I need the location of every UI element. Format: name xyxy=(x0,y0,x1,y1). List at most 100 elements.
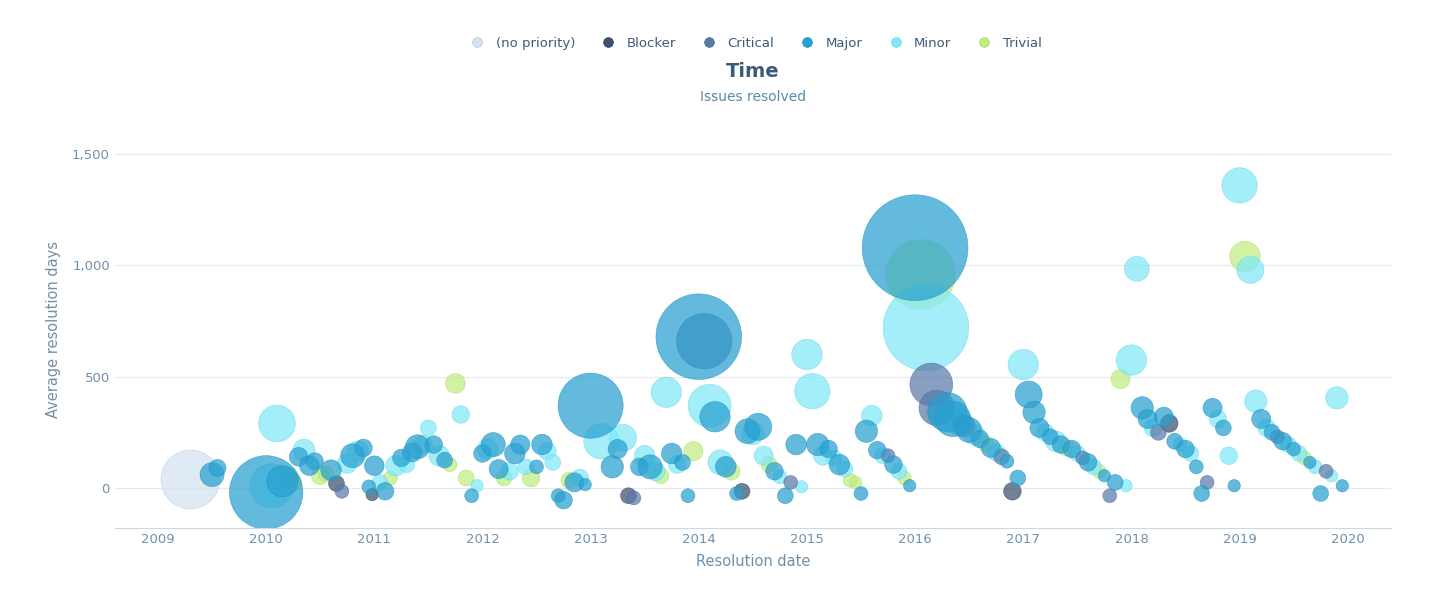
Point xyxy=(1179,449,1202,458)
Point xyxy=(396,460,419,469)
Point xyxy=(552,496,575,505)
Point xyxy=(893,473,916,483)
Point xyxy=(1309,489,1332,499)
Point xyxy=(855,427,878,436)
Point xyxy=(806,440,829,449)
Point xyxy=(1141,423,1164,433)
Point xyxy=(1321,471,1344,481)
Point xyxy=(384,461,407,470)
Point xyxy=(503,449,526,458)
Point xyxy=(1202,403,1225,413)
Point xyxy=(989,452,1012,461)
Point xyxy=(995,457,1018,466)
Point xyxy=(796,350,819,359)
Point xyxy=(671,458,694,467)
Point xyxy=(1071,453,1094,463)
Point xyxy=(206,463,229,473)
Point xyxy=(476,444,499,454)
Point xyxy=(812,451,835,460)
Point xyxy=(845,478,868,487)
Point xyxy=(1298,458,1321,467)
Point xyxy=(753,451,776,460)
Point xyxy=(677,491,700,500)
X-axis label: Resolution date: Resolution date xyxy=(695,554,810,569)
Point xyxy=(1249,414,1272,424)
Point xyxy=(1153,412,1176,422)
Point xyxy=(638,462,661,472)
Point xyxy=(1104,478,1127,487)
Point xyxy=(1260,428,1283,437)
Point xyxy=(1174,444,1197,454)
Point xyxy=(298,461,321,470)
Point xyxy=(800,386,823,396)
Point xyxy=(888,466,911,476)
Point xyxy=(1255,423,1278,433)
Point xyxy=(1163,436,1186,446)
Point xyxy=(823,453,846,463)
Point xyxy=(1196,478,1219,487)
Point xyxy=(179,474,202,484)
Point xyxy=(1120,355,1143,365)
Point xyxy=(1245,397,1268,406)
Point xyxy=(255,488,278,497)
Point xyxy=(628,462,651,472)
Point xyxy=(708,458,731,467)
Point xyxy=(730,487,753,496)
Point xyxy=(741,428,764,438)
Point xyxy=(1131,403,1154,413)
Point xyxy=(531,440,554,449)
Point xyxy=(882,460,905,469)
Point xyxy=(644,466,667,476)
Point xyxy=(1190,489,1213,499)
Point xyxy=(942,414,965,424)
Point xyxy=(201,470,224,479)
Point xyxy=(1184,462,1207,472)
Point xyxy=(574,480,597,490)
Point xyxy=(1325,393,1348,403)
Point xyxy=(925,403,948,413)
Point xyxy=(1114,481,1137,491)
Point xyxy=(400,448,423,457)
Point xyxy=(308,471,331,481)
Point xyxy=(1228,181,1250,190)
Point xyxy=(968,434,991,444)
Point xyxy=(579,401,602,410)
Point xyxy=(720,466,743,476)
Point xyxy=(1017,390,1040,400)
Point xyxy=(1304,462,1326,472)
Point xyxy=(872,451,895,460)
Point xyxy=(293,445,315,455)
Point xyxy=(698,401,721,410)
Point xyxy=(363,461,386,470)
Point xyxy=(1038,432,1061,442)
Point xyxy=(470,449,493,458)
Point xyxy=(390,453,413,463)
Y-axis label: Average resolution days: Average resolution days xyxy=(46,241,60,419)
Point xyxy=(1050,440,1073,449)
Point xyxy=(277,472,300,482)
Point xyxy=(1028,423,1051,433)
Point xyxy=(1206,414,1229,424)
Point xyxy=(330,487,353,496)
Point xyxy=(1223,481,1246,491)
Point xyxy=(1126,264,1149,274)
Point xyxy=(1022,407,1045,417)
Point xyxy=(1288,449,1311,458)
Point xyxy=(817,444,840,454)
Point xyxy=(974,439,997,448)
Point xyxy=(622,493,645,503)
Point xyxy=(866,445,889,455)
Point xyxy=(336,458,358,468)
Text: Time: Time xyxy=(726,62,780,80)
Point xyxy=(617,491,640,500)
Point xyxy=(287,452,310,461)
Point xyxy=(488,464,511,474)
Point xyxy=(361,490,384,499)
Point xyxy=(558,475,581,485)
Point xyxy=(607,444,630,454)
Point xyxy=(931,405,954,415)
Point xyxy=(827,460,850,469)
Point xyxy=(660,449,683,458)
Point xyxy=(736,427,759,436)
Point xyxy=(412,440,435,449)
